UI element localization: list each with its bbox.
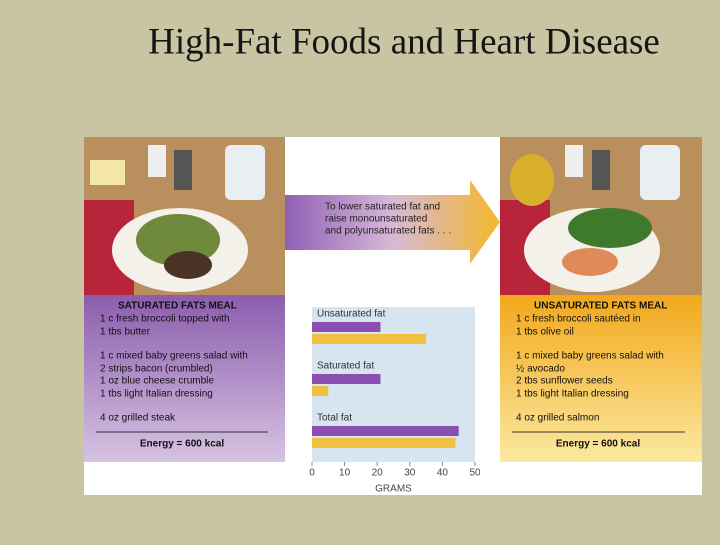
arrow-text: and polyunsaturated fats . . .: [325, 226, 451, 237]
x-axis-label: GRAMS: [375, 484, 412, 495]
panel-line: 1 tbs light Italian dressing: [100, 389, 213, 400]
bar: [312, 426, 459, 436]
chart-background: [312, 307, 475, 462]
panel-heading: UNSATURATED FATS MEAL: [534, 301, 667, 312]
bar: [312, 438, 456, 448]
panel-line: 1 c mixed baby greens salad with: [516, 351, 664, 362]
arrow: [285, 180, 500, 264]
panel-line: 1 c fresh broccoli topped with: [100, 314, 230, 325]
slide-title: High-Fat Foods and Heart Disease: [148, 21, 660, 62]
x-tick-label: 30: [404, 468, 416, 479]
x-tick-label: 40: [437, 468, 449, 479]
panel-line: 2 tbs sunflower seeds: [516, 376, 613, 387]
x-tick-label: 20: [372, 468, 384, 479]
arrow-text: raise monounsaturated: [325, 214, 427, 225]
panel-line: 1 tbs olive oil: [516, 327, 574, 338]
bar: [312, 334, 427, 344]
panel-line: 1 tbs butter: [100, 327, 151, 338]
bar: [312, 374, 381, 384]
arrow-text: To lower saturated fat and: [325, 202, 440, 213]
x-tick-label: 10: [339, 468, 351, 479]
panel-line: 1 tbs light Italian dressing: [516, 389, 629, 400]
panel-line: 4 oz grilled steak: [100, 413, 176, 424]
right-panel: [500, 295, 702, 462]
right-photo: [500, 137, 702, 295]
category-label: Saturated fat: [317, 361, 374, 372]
panel-energy: Energy = 600 kcal: [556, 439, 640, 450]
panel-line: 4 oz grilled salmon: [516, 413, 599, 424]
panel-energy: Energy = 600 kcal: [140, 439, 224, 450]
panel-line: 1 oz blue cheese crumble: [100, 376, 214, 387]
left-panel: [84, 295, 285, 462]
panel-line: 2 strips bacon (crumbled): [100, 364, 213, 375]
bar: [312, 322, 381, 332]
category-label: Unsaturated fat: [317, 309, 386, 320]
bar: [312, 386, 329, 396]
left-photo: [84, 137, 285, 295]
panel-line: 1 c fresh broccoli sautéed in: [516, 314, 641, 325]
panel-heading: SATURATED FATS MEAL: [118, 301, 237, 312]
x-tick-label: 0: [309, 468, 315, 479]
panel-line: ½ avocado: [516, 364, 565, 375]
x-tick-label: 50: [469, 468, 481, 479]
panel-line: 1 c mixed baby greens salad with: [100, 351, 248, 362]
category-label: Total fat: [317, 413, 352, 424]
